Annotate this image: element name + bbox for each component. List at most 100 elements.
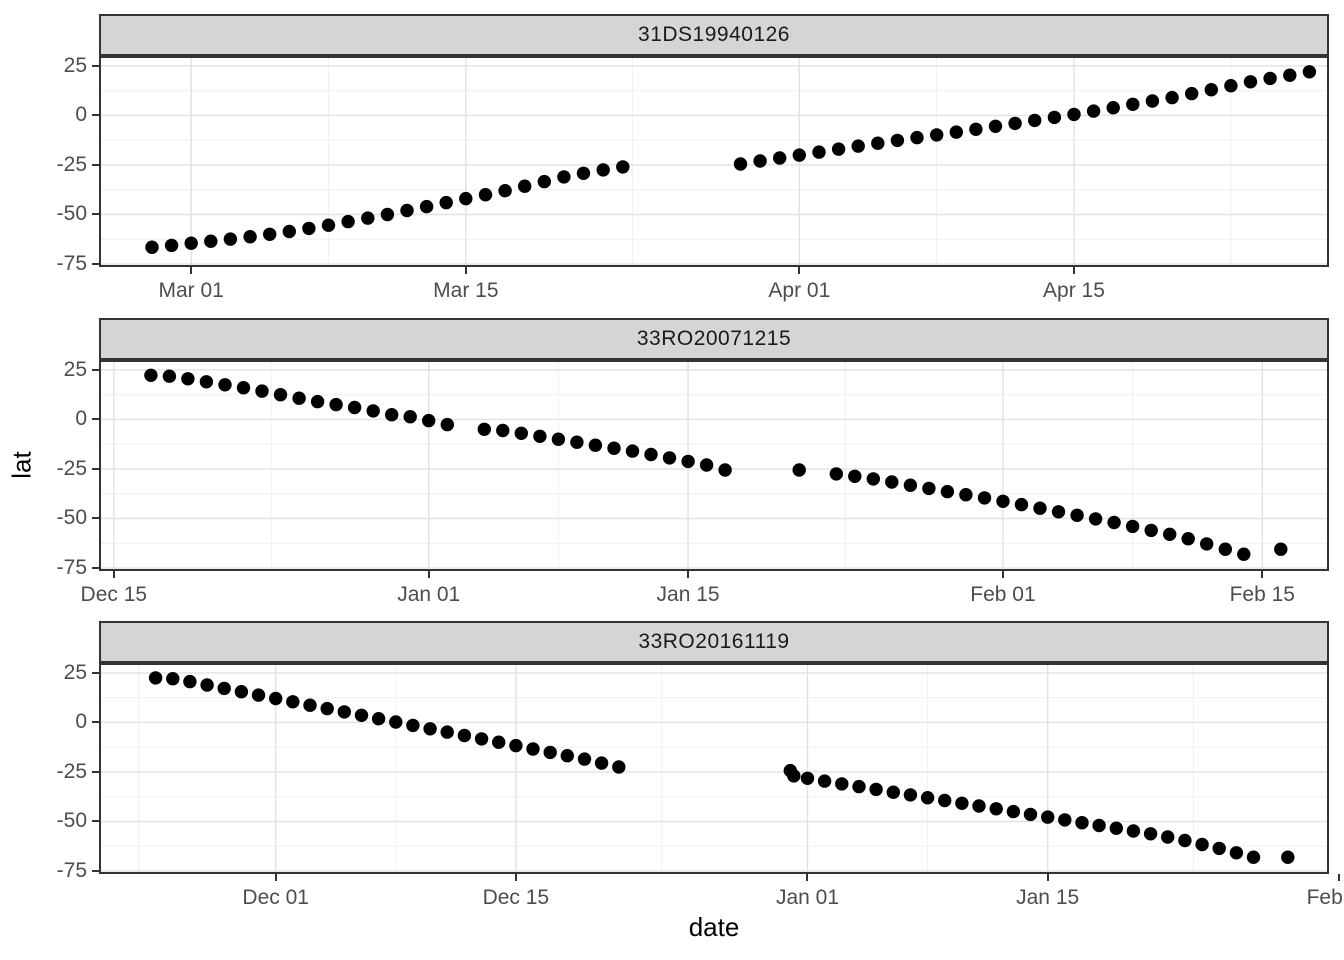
data-point (920, 791, 935, 805)
data-point (1086, 104, 1101, 118)
data-point (959, 488, 973, 502)
y-tick-label: 25 (63, 53, 87, 77)
data-point (718, 463, 732, 477)
y-tick-mark (92, 467, 99, 470)
data-point (848, 469, 862, 483)
facet-panel-1 (99, 56, 1329, 267)
data-point (385, 408, 399, 422)
data-point (903, 478, 918, 492)
data-point (607, 441, 621, 455)
data-point (557, 170, 571, 184)
data-point (699, 458, 714, 472)
data-point (371, 712, 386, 726)
y-tick-label: 25 (63, 660, 87, 684)
data-point (1023, 807, 1038, 822)
data-point (812, 145, 826, 159)
x-tick-label: Dec 15 (482, 886, 550, 909)
data-point (321, 218, 336, 232)
data-point (1143, 827, 1158, 841)
x-tick-label: Mar 01 (158, 279, 224, 302)
data-point (419, 199, 434, 214)
x-tick-mark (464, 267, 467, 274)
data-point (400, 203, 414, 218)
data-point (320, 701, 334, 716)
data-point (662, 451, 677, 465)
data-point (1165, 90, 1179, 105)
data-point (1163, 527, 1177, 541)
data-point (1006, 804, 1021, 819)
data-point (972, 799, 986, 813)
data-point (835, 777, 849, 791)
data-point (366, 404, 380, 418)
data-point (498, 184, 512, 198)
data-point (440, 417, 454, 432)
data-point (543, 745, 557, 760)
data-point (255, 384, 269, 398)
data-point (831, 142, 846, 156)
data-point (148, 671, 163, 685)
data-point (977, 491, 992, 505)
y-tick-mark (92, 263, 99, 266)
data-point (496, 423, 510, 438)
data-point (890, 133, 905, 148)
data-point (1067, 107, 1081, 122)
data-point (217, 681, 231, 696)
data-point (457, 728, 472, 743)
y-tick-label: -75 (56, 556, 87, 580)
data-point (518, 179, 532, 193)
data-point (354, 708, 369, 722)
y-tick-label: -75 (56, 859, 87, 883)
data-point (286, 695, 300, 709)
x-tick-label: Dec 01 (242, 886, 309, 909)
data-point (1047, 110, 1062, 125)
data-point (1218, 542, 1233, 556)
x-tick-label: Apr 15 (1043, 279, 1105, 302)
facet-strip-label: 33RO20161119 (638, 630, 790, 653)
facet-strip-2: 33RO20071215 (99, 318, 1329, 360)
y-tick-label: -25 (56, 759, 87, 783)
data-point (1185, 86, 1199, 101)
data-point (1229, 846, 1244, 860)
y-tick-label: -75 (56, 252, 87, 276)
x-tick-mark (806, 874, 809, 881)
data-point (1126, 97, 1140, 111)
data-point (922, 481, 936, 496)
x-tick-mark (1001, 571, 1004, 578)
y-tick-label: -50 (56, 809, 87, 833)
x-tick-label: Feb 15 (1229, 583, 1295, 606)
data-point (337, 705, 351, 719)
data-point (389, 715, 403, 729)
data-point (145, 240, 159, 254)
x-tick-mark (1338, 874, 1341, 881)
data-point (477, 422, 491, 436)
y-tick-label: 25 (63, 357, 87, 381)
data-point (1125, 519, 1140, 534)
data-point (1041, 810, 1055, 824)
data-point (1107, 515, 1121, 530)
data-point (440, 725, 454, 739)
x-tick-mark (1072, 267, 1075, 274)
data-point (1195, 837, 1209, 852)
data-point (817, 774, 832, 788)
data-point (594, 756, 609, 770)
x-tick-label: Jan 15 (1016, 886, 1080, 909)
data-point (1283, 68, 1297, 82)
data-point (996, 494, 1010, 508)
x-tick-label: Jan 15 (656, 583, 720, 606)
data-point (380, 207, 395, 222)
data-point (459, 191, 473, 206)
data-point (302, 221, 316, 236)
data-point (474, 732, 489, 746)
data-point (166, 672, 180, 686)
data-point (282, 224, 296, 239)
data-point (1200, 537, 1214, 551)
x-tick-mark (427, 571, 430, 578)
data-point (183, 674, 197, 689)
data-point (1237, 547, 1251, 561)
data-point (1092, 818, 1106, 833)
data-point (733, 157, 748, 171)
data-point (1246, 850, 1261, 864)
facet-strip-label: 31DS19940126 (638, 23, 790, 46)
data-point (292, 391, 306, 405)
y-tick-mark (92, 213, 99, 216)
